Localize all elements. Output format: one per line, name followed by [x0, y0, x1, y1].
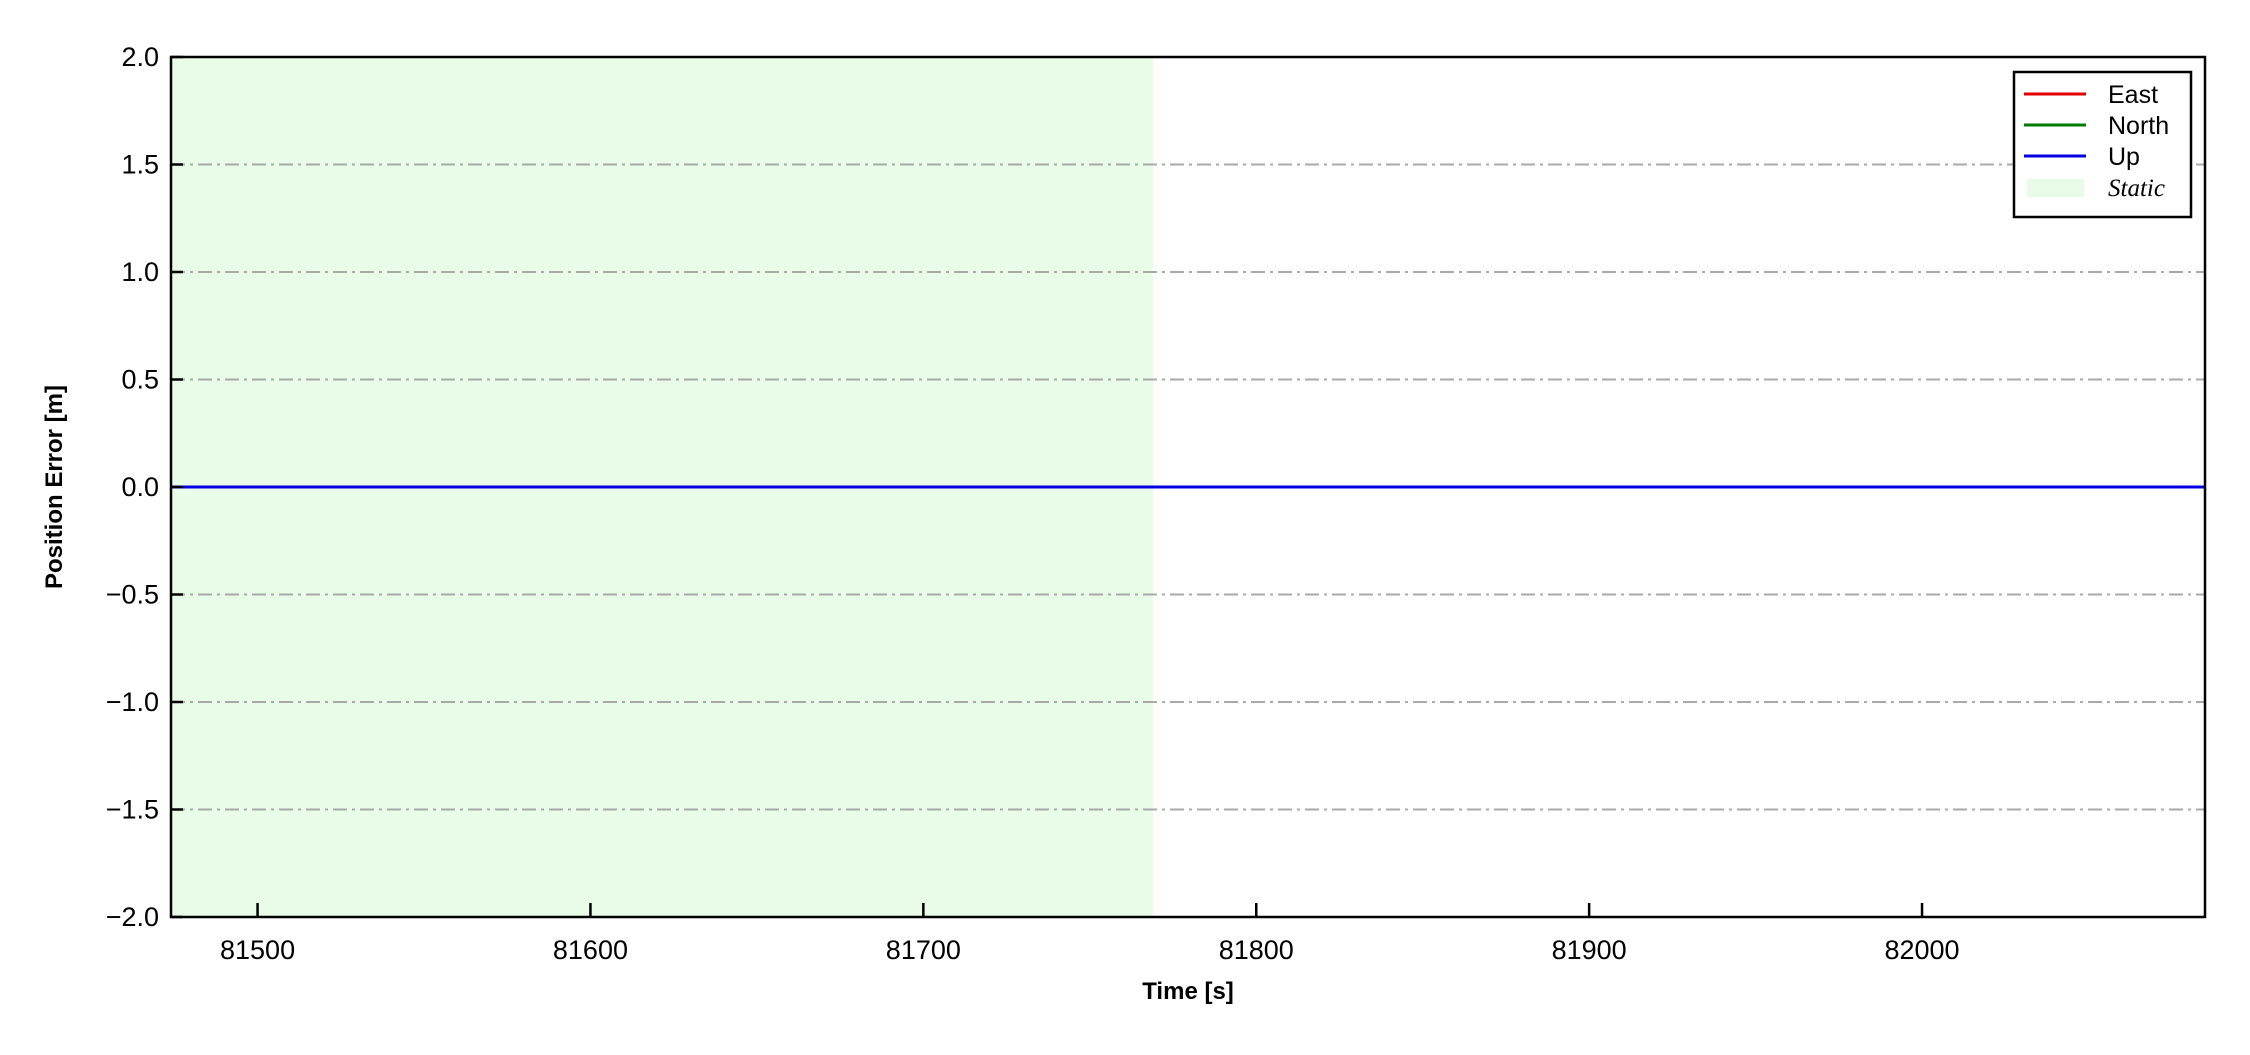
x-tick-label: 81500 — [220, 935, 295, 965]
legend-swatch-static — [2027, 179, 2084, 197]
x-tick-label: 81800 — [1219, 935, 1294, 965]
y-tick-label: −0.5 — [106, 580, 159, 610]
x-axis-label: Time [s] — [1142, 978, 1234, 1005]
y-tick-label: 0.0 — [121, 472, 159, 502]
legend-label-north: North — [2108, 112, 2169, 140]
legend: East North Up Static — [2012, 70, 2193, 219]
y-tick-label: 1.0 — [121, 257, 159, 287]
legend-label-east: East — [2108, 81, 2158, 109]
y-tick-label: 1.5 — [121, 150, 159, 180]
y-tick-label: −1.0 — [106, 687, 159, 717]
x-tick-label: 81900 — [1552, 935, 1627, 965]
x-tick-label: 81700 — [886, 935, 961, 965]
legend-label-up: Up — [2108, 143, 2140, 171]
y-tick-label: 2.0 — [121, 42, 159, 72]
y-tick-label: −2.0 — [106, 902, 159, 932]
x-tick-label: 81600 — [553, 935, 628, 965]
x-tick-label: 82000 — [1884, 935, 1959, 965]
y-tick-label: 0.5 — [121, 365, 159, 395]
y-axis-label: Position Error [m] — [41, 385, 68, 589]
legend-label-static: Static — [2108, 175, 2165, 202]
plot-frame — [169, 55, 2207, 919]
y-tick-label: −1.5 — [106, 795, 159, 825]
